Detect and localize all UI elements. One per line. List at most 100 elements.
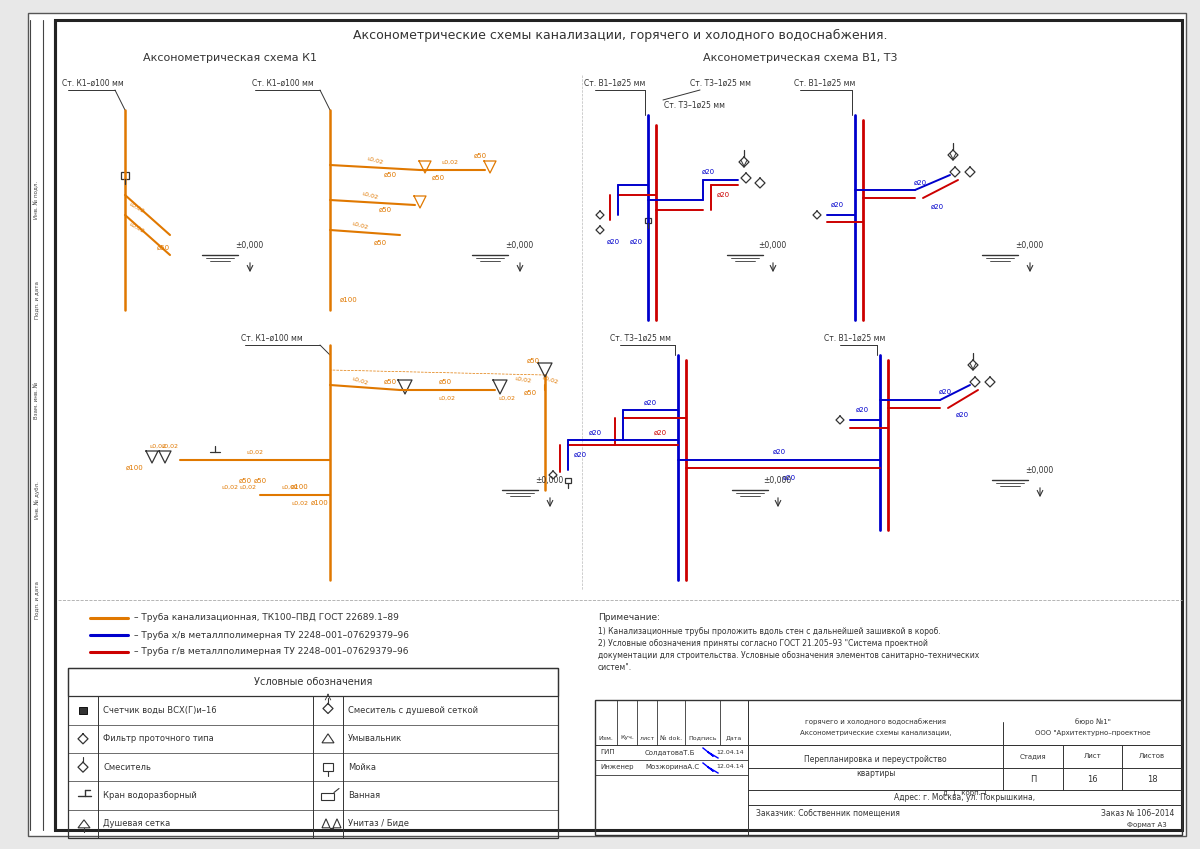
- Text: ʟ0,02: ʟ0,02: [361, 191, 379, 200]
- Text: ±0,000: ±0,000: [1015, 240, 1043, 250]
- Text: Ст. К1–ø100 мм: Ст. К1–ø100 мм: [62, 78, 124, 87]
- Text: ʟ0,02: ʟ0,02: [150, 443, 167, 448]
- Text: лист: лист: [640, 735, 655, 740]
- Text: Взам. инв. №: Взам. инв. №: [35, 381, 40, 419]
- Text: ø50: ø50: [378, 207, 391, 213]
- Text: Инв. № подл.: Инв. № подл.: [35, 181, 40, 219]
- Text: ±0,000: ±0,000: [763, 475, 791, 485]
- Text: ø100: ø100: [126, 465, 144, 471]
- Text: ø20: ø20: [606, 239, 619, 245]
- Text: ø50: ø50: [432, 175, 444, 181]
- Text: 16: 16: [1087, 774, 1098, 784]
- Text: ø50: ø50: [384, 379, 396, 385]
- Text: П: П: [1030, 774, 1036, 784]
- Text: ГИП: ГИП: [600, 749, 614, 755]
- Text: ±0,000: ±0,000: [235, 240, 263, 250]
- Text: – Труба канализационная, ТК100–ПВД ГОСТ 22689.1–89: – Труба канализационная, ТК100–ПВД ГОСТ …: [134, 614, 398, 622]
- Bar: [121, 171, 130, 178]
- Text: ʟ0,02: ʟ0,02: [128, 222, 145, 234]
- Text: Формат А3: Формат А3: [1127, 822, 1166, 828]
- Text: Мойка: Мойка: [348, 762, 376, 772]
- Text: Фильтр проточного типа: Фильтр проточного типа: [103, 734, 214, 744]
- Text: ±0,000: ±0,000: [535, 475, 563, 485]
- Text: Стадия: Стадия: [1020, 753, 1046, 759]
- Text: ø20: ø20: [955, 412, 968, 418]
- Text: Аксонометрические схемы канализации,: Аксонометрические схемы канализации,: [799, 730, 952, 736]
- Bar: [565, 477, 571, 482]
- Text: Ванная: Ванная: [348, 791, 380, 800]
- Text: ʟ0,02: ʟ0,02: [240, 485, 257, 490]
- Text: Ст. В1–1ø25 мм: Ст. В1–1ø25 мм: [824, 334, 886, 342]
- Text: ±0,000: ±0,000: [758, 240, 786, 250]
- Text: ø50: ø50: [438, 379, 451, 385]
- Text: Изм.: Изм.: [599, 735, 613, 740]
- Text: Инженер: Инженер: [600, 764, 634, 770]
- Text: Аксонометрическая схема К1: Аксонометрическая схема К1: [143, 53, 317, 63]
- Text: Ст. Т3–1ø25 мм: Ст. Т3–1ø25 мм: [665, 100, 726, 110]
- Bar: [595, 700, 1182, 835]
- Text: горячего и холодного водоснабжения: горячего и холодного водоснабжения: [805, 718, 946, 725]
- Text: д. 1, корп. 1: д. 1, корп. 1: [943, 790, 988, 796]
- Text: ø20: ø20: [930, 204, 943, 210]
- Text: ø20: ø20: [702, 169, 714, 175]
- Text: ʟ0,02: ʟ0,02: [162, 443, 179, 448]
- Text: Перепланировка и переустройство: Перепланировка и переустройство: [804, 756, 947, 764]
- Text: Ст. Т3–1ø25 мм: Ст. Т3–1ø25 мм: [610, 334, 671, 342]
- Text: Заказ № 106–2014: Заказ № 106–2014: [1100, 808, 1174, 818]
- Text: ø20: ø20: [630, 239, 642, 245]
- Text: Подпись: Подпись: [689, 735, 716, 740]
- Text: Аксонометрическая схема В1, Т3: Аксонометрическая схема В1, Т3: [703, 53, 898, 63]
- Text: Ст. В1–1ø25 мм: Ст. В1–1ø25 мм: [584, 78, 646, 87]
- Text: Умывальник: Умывальник: [348, 734, 402, 744]
- Text: Смеситель с душевой сеткой: Смеситель с душевой сеткой: [348, 706, 478, 715]
- Text: Лист: Лист: [1084, 753, 1102, 759]
- Text: – Труба г/в металлполимерная ТУ 2248–001–07629379–96: – Труба г/в металлполимерная ТУ 2248–001…: [134, 648, 408, 656]
- Text: ø20: ø20: [654, 430, 666, 436]
- Text: ʟ0,02: ʟ0,02: [442, 160, 458, 165]
- Text: 1) Канализационные трубы проложить вдоль стен с дальнейшей зашивкой в короб.: 1) Канализационные трубы проложить вдоль…: [598, 627, 941, 636]
- Text: ø20: ø20: [588, 430, 601, 436]
- Text: Унитаз / Биде: Унитаз / Биде: [348, 819, 409, 829]
- Text: Инв. № дубл.: Инв. № дубл.: [34, 481, 40, 519]
- Text: документации для строительства. Условные обозначения элементов санитарно–техниче: документации для строительства. Условные…: [598, 651, 979, 660]
- Bar: [646, 217, 650, 222]
- Bar: [79, 706, 88, 713]
- Text: Ст. К1–ø100 мм: Ст. К1–ø100 мм: [252, 78, 314, 87]
- Text: систем".: систем".: [598, 663, 632, 672]
- Text: ʟ0,02: ʟ0,02: [292, 501, 308, 505]
- Text: ø20: ø20: [574, 452, 587, 458]
- Bar: [68, 668, 558, 838]
- Text: Адрес: г. Москва, ул. Покрышкина,: Адрес: г. Москва, ул. Покрышкина,: [894, 792, 1036, 801]
- Text: Смеситель: Смеситель: [103, 762, 151, 772]
- Text: ø20: ø20: [716, 192, 730, 198]
- Text: ø50: ø50: [253, 478, 266, 484]
- Text: ±0,000: ±0,000: [505, 240, 533, 250]
- Text: Дата: Дата: [726, 735, 742, 740]
- Text: ø20: ø20: [782, 475, 796, 481]
- Text: ø50: ø50: [523, 390, 536, 396]
- Text: Заказчик: Собственник помещения: Заказчик: Собственник помещения: [756, 808, 900, 818]
- Text: ø50: ø50: [384, 172, 396, 178]
- Text: ø100: ø100: [311, 500, 329, 506]
- Bar: [68, 668, 558, 696]
- Text: ø50: ø50: [239, 478, 252, 484]
- Text: Листов: Листов: [1139, 753, 1165, 759]
- Text: Душевая сетка: Душевая сетка: [103, 819, 170, 829]
- Text: Счетчик воды ВСХ(Г)и–16: Счетчик воды ВСХ(Г)и–16: [103, 706, 217, 715]
- Text: ø20: ø20: [938, 389, 952, 395]
- Text: ±0,000: ±0,000: [1025, 465, 1054, 475]
- Text: Аксонометрические схемы канализации, горячего и холодного водоснабжения.: Аксонометрические схемы канализации, гор…: [353, 29, 887, 42]
- Text: ø20: ø20: [856, 407, 869, 413]
- Text: Условные обозначения: Условные обозначения: [254, 678, 372, 687]
- Text: ø50: ø50: [474, 153, 486, 159]
- Text: ООО "Архитектурно–проектное: ООО "Архитектурно–проектное: [1034, 730, 1151, 736]
- Text: № dok.: № dok.: [660, 735, 682, 740]
- Text: ø20: ø20: [830, 202, 844, 208]
- Text: 2) Условные обозначения приняты согласно ГОСТ 21.205–93 "Система проектной: 2) Условные обозначения приняты согласно…: [598, 639, 928, 648]
- Text: бюро №1": бюро №1": [1074, 718, 1110, 725]
- Text: ʟ0,02: ʟ0,02: [246, 449, 264, 454]
- Bar: [323, 763, 334, 771]
- Text: Ст. К1–ø100 мм: Ст. К1–ø100 мм: [241, 334, 302, 342]
- Text: ʟ0,02: ʟ0,02: [282, 485, 299, 490]
- Text: ø100: ø100: [340, 297, 358, 303]
